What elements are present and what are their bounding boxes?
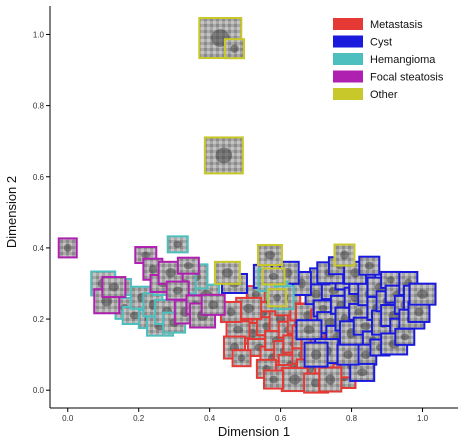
data-point (261, 267, 286, 286)
legend-swatch (333, 53, 363, 65)
legend-label: Metastasis (370, 19, 423, 31)
data-point (223, 38, 245, 60)
y-tick-label: 0.2 (33, 315, 45, 324)
legend-label: Cyst (370, 37, 392, 49)
data-point (318, 366, 343, 393)
data-point (101, 276, 127, 299)
legend-item: Metastasis (333, 18, 423, 31)
legend-swatch (333, 88, 363, 100)
data-point (57, 237, 78, 259)
data-point (213, 260, 241, 285)
x-tick-label: 0.0 (62, 414, 74, 423)
x-axis-title: Dimension 1 (218, 424, 290, 439)
x-tick-label: 0.6 (275, 414, 287, 423)
data-point (225, 320, 251, 340)
data-point (256, 244, 283, 267)
data-point (166, 235, 189, 254)
y-tick-label: 0.4 (33, 244, 45, 253)
legend-swatch (333, 70, 363, 83)
y-axis-title: Dimension 2 (4, 176, 19, 248)
axes (49, 6, 458, 409)
legend-item: Cyst (333, 35, 392, 49)
data-point (303, 341, 329, 368)
legend-label: Focal steatosis (370, 72, 444, 84)
legend-swatch (333, 18, 363, 30)
legend-item: Focal steatosis (333, 70, 444, 84)
data-point (408, 282, 437, 306)
data-point (231, 349, 252, 368)
data-points (57, 17, 437, 394)
legend-swatch (333, 35, 363, 48)
ticks: 0.0 0.2 0.4 0.6 0.8 1.0 0.0 0.2 0.4 0.6 0.8 1.0 (33, 30, 429, 423)
y-tick-label: 1.0 (33, 30, 45, 39)
legend-item: Other (333, 88, 398, 101)
data-point (263, 369, 285, 390)
data-point (200, 293, 226, 316)
x-tick-label: 0.8 (346, 414, 358, 423)
data-point (394, 327, 416, 346)
legend: Metastasis Cyst Hemangioma Focal steatosis O… (333, 18, 444, 101)
data-point (203, 136, 244, 175)
x-tick-label: 0.2 (133, 414, 145, 423)
data-point (267, 288, 288, 308)
data-point (333, 243, 356, 267)
legend-label: Hemangioma (370, 54, 436, 66)
data-point (295, 319, 323, 341)
data-point (336, 343, 360, 366)
legend-label: Other (370, 89, 398, 101)
data-point (176, 256, 200, 275)
legend-item: Hemangioma (333, 53, 436, 66)
x-tick-label: 1.0 (417, 414, 429, 423)
x-tick-label: 0.4 (204, 414, 216, 423)
y-tick-label: 0.6 (33, 173, 45, 182)
y-tick-label: 0.0 (33, 386, 45, 395)
data-point (349, 362, 376, 382)
data-point (165, 280, 190, 301)
data-point (358, 255, 381, 276)
y-tick-label: 0.8 (33, 102, 45, 111)
